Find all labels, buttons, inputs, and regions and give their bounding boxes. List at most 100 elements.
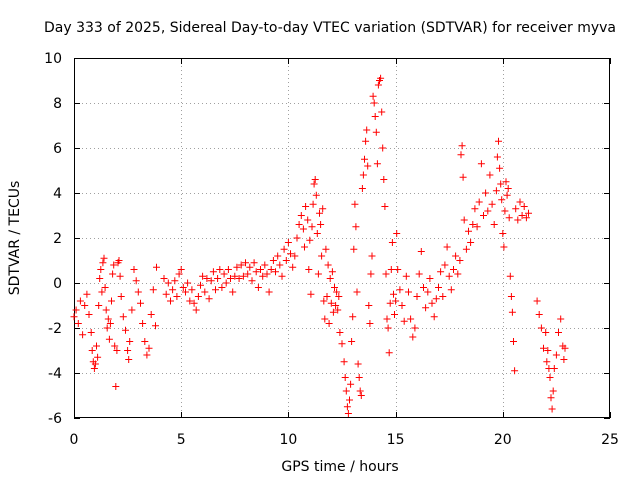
data-point bbox=[347, 380, 355, 388]
data-point bbox=[422, 304, 430, 312]
data-point bbox=[378, 108, 386, 116]
data-point bbox=[117, 293, 125, 300]
data-point bbox=[328, 268, 336, 276]
data-point bbox=[458, 142, 466, 150]
data-point bbox=[393, 230, 401, 237]
data-point bbox=[214, 275, 222, 282]
data-point bbox=[329, 308, 337, 316]
data-point bbox=[493, 153, 501, 161]
data-point bbox=[540, 344, 547, 352]
data-point bbox=[254, 284, 262, 291]
data-point bbox=[533, 297, 541, 305]
data-point bbox=[235, 275, 243, 282]
data-point bbox=[498, 196, 506, 204]
data-point bbox=[220, 270, 228, 278]
data-point bbox=[284, 239, 292, 246]
data-point bbox=[348, 338, 356, 345]
data-point bbox=[112, 383, 120, 390]
data-point bbox=[335, 293, 343, 300]
data-point bbox=[167, 297, 174, 305]
x-tick-label: 25 bbox=[601, 432, 619, 448]
data-point bbox=[305, 266, 313, 273]
data-point bbox=[99, 259, 107, 267]
data-point bbox=[246, 263, 254, 271]
data-point bbox=[387, 266, 395, 273]
data-point bbox=[110, 261, 118, 269]
data-point bbox=[322, 245, 330, 253]
data-point bbox=[473, 223, 481, 231]
data-point bbox=[413, 293, 421, 300]
data-point bbox=[557, 315, 565, 323]
data-point bbox=[471, 205, 479, 213]
data-point bbox=[488, 200, 496, 208]
data-point bbox=[237, 261, 245, 269]
data-point bbox=[380, 176, 388, 183]
data-point bbox=[287, 250, 294, 258]
y-tick-label: 4 bbox=[53, 186, 62, 202]
data-point bbox=[381, 203, 389, 210]
data-point bbox=[480, 212, 487, 219]
data-point bbox=[143, 351, 151, 359]
data-point bbox=[177, 266, 185, 273]
data-point bbox=[280, 245, 288, 253]
data-point bbox=[153, 263, 160, 271]
data-point bbox=[308, 223, 316, 231]
data-point bbox=[346, 396, 353, 404]
data-point bbox=[332, 302, 340, 309]
data-point bbox=[289, 263, 297, 271]
data-point bbox=[324, 261, 332, 269]
data-point bbox=[437, 268, 445, 276]
data-point bbox=[356, 387, 364, 395]
data-point bbox=[340, 358, 348, 366]
data-point bbox=[426, 275, 434, 282]
data-point bbox=[456, 257, 464, 264]
data-point bbox=[109, 270, 117, 278]
x-tick-label: 10 bbox=[279, 432, 297, 448]
data-point bbox=[465, 227, 472, 235]
data-point bbox=[552, 351, 560, 359]
data-point bbox=[495, 137, 502, 145]
data-point bbox=[405, 288, 412, 296]
data-point bbox=[222, 279, 230, 287]
data-point bbox=[184, 279, 192, 287]
axis-ticks: 0 5 10 15 20 25 -6 -4 -2 0 2 4 6 8 10 bbox=[44, 51, 619, 448]
data-point bbox=[169, 286, 177, 294]
data-point bbox=[119, 313, 127, 321]
data-point bbox=[306, 236, 314, 244]
data-point bbox=[492, 187, 500, 195]
data-point bbox=[304, 216, 312, 224]
data-point bbox=[373, 160, 381, 168]
data-point bbox=[500, 243, 508, 251]
data-point bbox=[477, 160, 485, 168]
data-point bbox=[317, 221, 325, 228]
data-point bbox=[248, 277, 256, 285]
data-point bbox=[543, 358, 551, 366]
data-point bbox=[212, 286, 219, 294]
x-tick-label: 5 bbox=[177, 432, 186, 448]
data-point bbox=[460, 216, 468, 224]
data-point bbox=[525, 209, 532, 217]
data-point bbox=[391, 311, 398, 318]
data-point bbox=[443, 243, 451, 251]
data-point bbox=[370, 99, 378, 107]
data-point bbox=[257, 266, 264, 273]
data-point bbox=[293, 234, 301, 242]
y-tick-label: -6 bbox=[48, 411, 62, 427]
data-point bbox=[383, 315, 391, 323]
data-point bbox=[175, 270, 183, 278]
data-point bbox=[357, 392, 365, 399]
data-point bbox=[379, 144, 387, 152]
data-point bbox=[546, 374, 554, 381]
data-point bbox=[432, 295, 440, 303]
data-point bbox=[415, 270, 423, 278]
data-point bbox=[366, 320, 374, 327]
data-point bbox=[101, 284, 109, 291]
data-point bbox=[137, 299, 144, 307]
data-point bbox=[338, 340, 346, 348]
x-tick-label: 15 bbox=[387, 432, 405, 448]
data-point bbox=[560, 356, 568, 363]
data-point bbox=[505, 214, 513, 222]
data-point bbox=[367, 270, 375, 278]
data-point bbox=[125, 356, 133, 363]
